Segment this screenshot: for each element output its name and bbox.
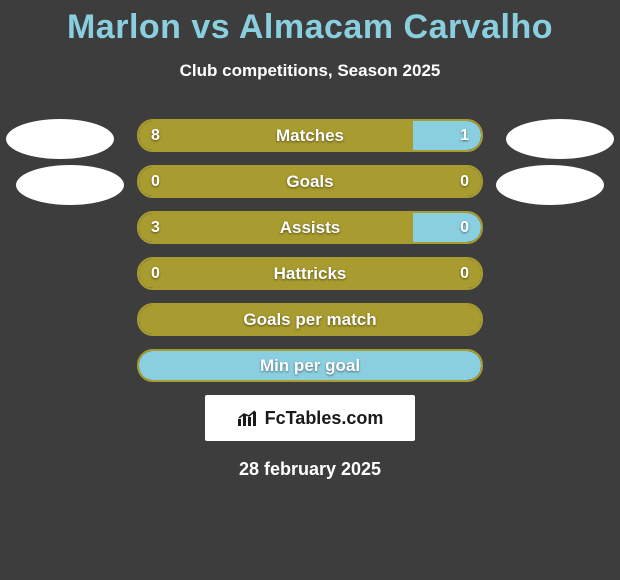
stat-bar: 00Goals [137, 165, 483, 198]
chart-icon [237, 409, 259, 427]
footer-date: 28 february 2025 [0, 459, 620, 480]
bar-label: Goals per match [139, 305, 481, 334]
comparison-bars: 81Matches 00Goals 30Assists 00Hattricks Goal… [137, 119, 483, 382]
brand-badge: FcTables.com [205, 395, 415, 441]
player1-team-placeholder [16, 165, 124, 205]
stat-bar: Goals per match [137, 303, 483, 336]
page-title: Marlon vs Almacam Carvalho [0, 0, 620, 47]
bar-label: Min per goal [139, 351, 481, 380]
stat-bar: 00Hattricks [137, 257, 483, 290]
stat-bar: 81Matches [137, 119, 483, 152]
brand-text: FcTables.com [265, 408, 384, 429]
stat-bar: 30Assists [137, 211, 483, 244]
stat-bar: Min per goal [137, 349, 483, 382]
bar-label: Hattricks [139, 259, 481, 288]
bar-label: Assists [139, 213, 481, 242]
bar-label: Matches [139, 121, 481, 150]
player1-avatar-placeholder [6, 119, 114, 159]
chart-area: 81Matches 00Goals 30Assists 00Hattricks Goal… [0, 119, 620, 382]
page-subtitle: Club competitions, Season 2025 [0, 61, 620, 81]
bar-label: Goals [139, 167, 481, 196]
player2-team-placeholder [496, 165, 604, 205]
player2-avatar-placeholder [506, 119, 614, 159]
